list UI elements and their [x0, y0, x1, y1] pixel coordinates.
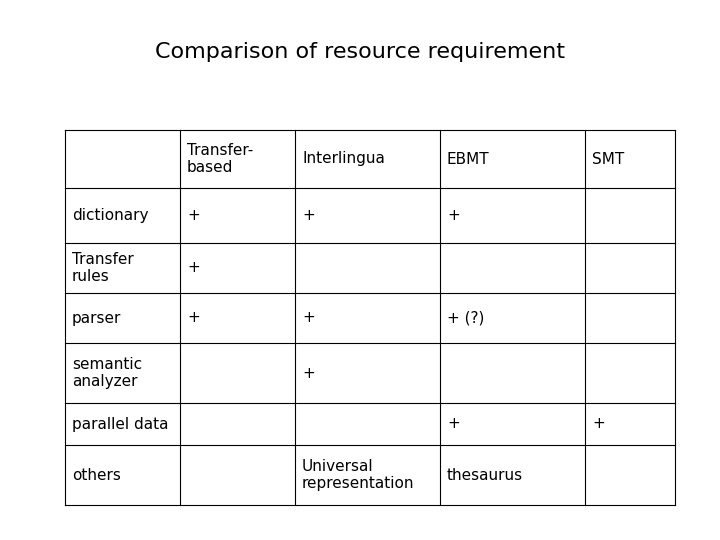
Text: Interlingua: Interlingua — [302, 152, 385, 166]
Text: +: + — [447, 208, 460, 223]
Text: +: + — [447, 416, 460, 431]
Text: Transfer-
based: Transfer- based — [187, 143, 253, 175]
Text: parallel data: parallel data — [72, 416, 168, 431]
Text: + (?): + (?) — [447, 310, 485, 326]
Text: +: + — [302, 366, 315, 381]
Text: +: + — [187, 310, 199, 326]
Text: Universal
representation: Universal representation — [302, 459, 415, 491]
Text: dictionary: dictionary — [72, 208, 148, 223]
Text: Transfer
rules: Transfer rules — [72, 252, 134, 284]
Text: +: + — [302, 208, 315, 223]
Text: others: others — [72, 468, 121, 483]
Text: Comparison of resource requirement: Comparison of resource requirement — [155, 42, 565, 62]
Text: parser: parser — [72, 310, 122, 326]
Text: EBMT: EBMT — [447, 152, 490, 166]
Text: thesaurus: thesaurus — [447, 468, 523, 483]
Text: semantic
analyzer: semantic analyzer — [72, 357, 142, 389]
Text: +: + — [187, 208, 199, 223]
Text: +: + — [592, 416, 605, 431]
Text: +: + — [302, 310, 315, 326]
Text: +: + — [187, 260, 199, 275]
Text: SMT: SMT — [592, 152, 624, 166]
